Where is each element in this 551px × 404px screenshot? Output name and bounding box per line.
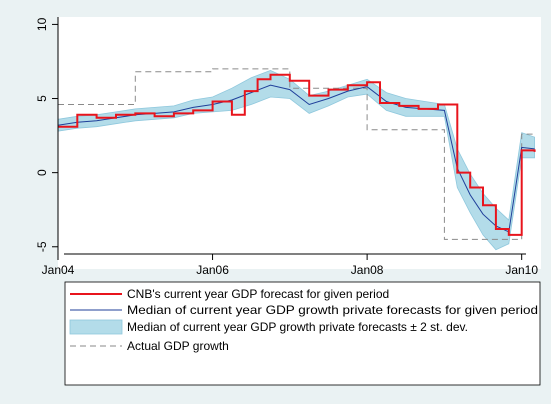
legend-label-cnb: CNB's current year GDP forecast for give… xyxy=(127,287,389,301)
x-tick-label-1: Jan06 xyxy=(196,263,229,277)
series-actual-line xyxy=(58,68,535,240)
band-area xyxy=(57,69,535,251)
series-cnb-line xyxy=(58,73,536,236)
plot-area xyxy=(58,17,541,269)
legend-label-median: Median of current year GDP growth privat… xyxy=(127,303,538,317)
y-tick-label-1: 5 xyxy=(35,95,49,102)
legend-label-actual: Actual GDP growth xyxy=(127,339,229,353)
x-tick-label-3: Jan10 xyxy=(505,263,538,277)
legend: CNB's current year GDP forecast for give… xyxy=(64,281,541,386)
legend-label-band: Median of current year GDP growth privat… xyxy=(127,320,468,334)
y-tick-label-3: -5 xyxy=(35,241,49,252)
y-tick-label-0: 10 xyxy=(35,17,49,31)
x-tick-label-0: Jan04 xyxy=(42,263,75,277)
legend-box xyxy=(64,281,541,386)
legend-swatch-band xyxy=(69,319,123,335)
y-tick-label-2: 0 xyxy=(35,169,49,176)
x-tick-label-2: Jan08 xyxy=(351,263,384,277)
